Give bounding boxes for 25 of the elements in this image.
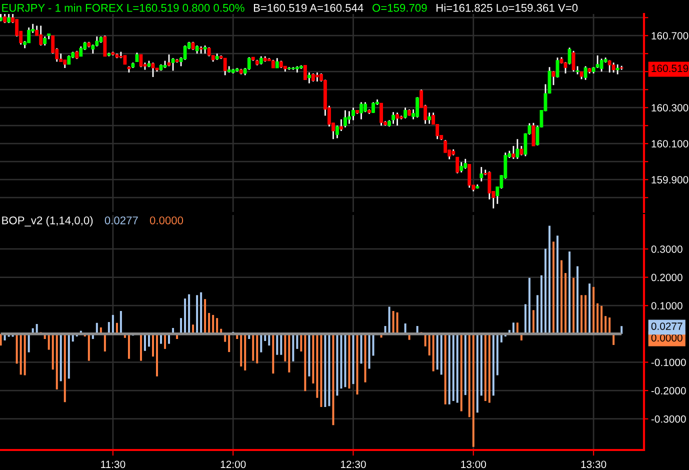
x-tick-label: 12:00 — [220, 460, 246, 468]
y-tick-label: 0.2000 — [651, 274, 682, 282]
x-tick-label: 13:30 — [581, 460, 606, 468]
x-tick-label: 11:30 — [101, 460, 126, 468]
y-tick-label: 160.300 — [652, 104, 688, 112]
text: 0.0000 — [150, 216, 184, 224]
y-tick-label: 0.0277 — [651, 322, 682, 330]
chart-title: EURJPY - 1 min FOREX L=160.519 0.800 0.50% — [2, 4, 244, 12]
y-tick-label: 0.1000 — [651, 302, 682, 310]
y-tick-label: 160.100 — [652, 140, 688, 148]
text: 0.0277 — [104, 216, 138, 224]
y-tick-label: 0.0000 — [651, 334, 682, 342]
chart-title: BOP_v2 (1,14,0,0) — [2, 216, 93, 227]
x-tick-label: 13:00 — [461, 460, 486, 468]
text: O=159.709 — [372, 4, 427, 12]
y-tick-label: 159.900 — [652, 176, 688, 184]
x-tick-label: 12:30 — [341, 460, 366, 468]
y-tick-label: -0.3000 — [651, 415, 686, 423]
text: Hi=161.825 Lo=159.361 V=0 — [436, 4, 578, 12]
y-tick-label: 160.700 — [652, 32, 688, 40]
y-tick-label: -0.2000 — [651, 387, 686, 394]
y-tick-label: 160.519 — [652, 64, 688, 72]
y-tick-label: -0.1000 — [651, 358, 686, 366]
y-tick-label: 0.3000 — [651, 245, 682, 253]
text: B=160.519 A=160.544 — [254, 4, 364, 12]
